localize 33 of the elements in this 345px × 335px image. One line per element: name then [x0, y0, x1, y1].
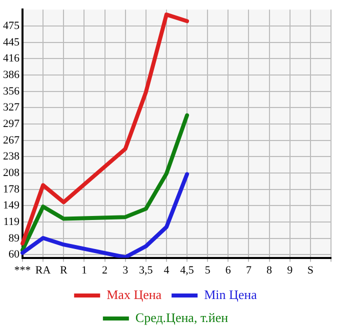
y-tick-label: 445 [3, 36, 20, 49]
y-tick-label: 178 [3, 183, 20, 196]
y-tick-label: 89 [8, 232, 20, 244]
x-tick-label: 3 [122, 264, 129, 276]
x-tick-label: R [60, 264, 68, 276]
x-tick-label: RA [35, 264, 51, 276]
x-tick-label: 8 [266, 264, 273, 276]
y-tick-label: 297 [3, 118, 20, 130]
x-tick-label: S [307, 264, 314, 276]
legend-label: Min Цена [204, 286, 258, 302]
x-tick-label: 1 [81, 264, 87, 276]
legend-label: Max Цена [106, 286, 162, 302]
x-tick-label: 2 [102, 264, 108, 276]
y-tick-label: 267 [3, 134, 20, 146]
y-tick-label: 327 [3, 101, 20, 114]
x-tick-label: 3,5 [139, 264, 154, 276]
x-tick-label: *** [14, 264, 31, 276]
x-tick-label: 4,5 [180, 264, 194, 276]
x-tick-label: 6 [225, 264, 232, 276]
y-tick-label: 60 [8, 248, 20, 260]
y-tick-label: 356 [3, 85, 20, 98]
x-tick-label: 5 [204, 264, 211, 276]
legend-label: Сред.Цена, т.йен [135, 310, 228, 325]
y-tick-label: 119 [3, 216, 20, 228]
x-tick-label: 9 [287, 264, 294, 276]
y-tick-label: 238 [3, 150, 20, 162]
y-tick-label: 386 [3, 68, 20, 81]
x-tick-label: 4 [164, 264, 170, 276]
x-tick-label: 7 [246, 264, 252, 276]
y-tick-label: 149 [3, 199, 20, 212]
y-tick-label: 416 [3, 52, 20, 64]
y-tick-label: 208 [3, 166, 20, 179]
y-tick-label: 475 [3, 20, 20, 32]
